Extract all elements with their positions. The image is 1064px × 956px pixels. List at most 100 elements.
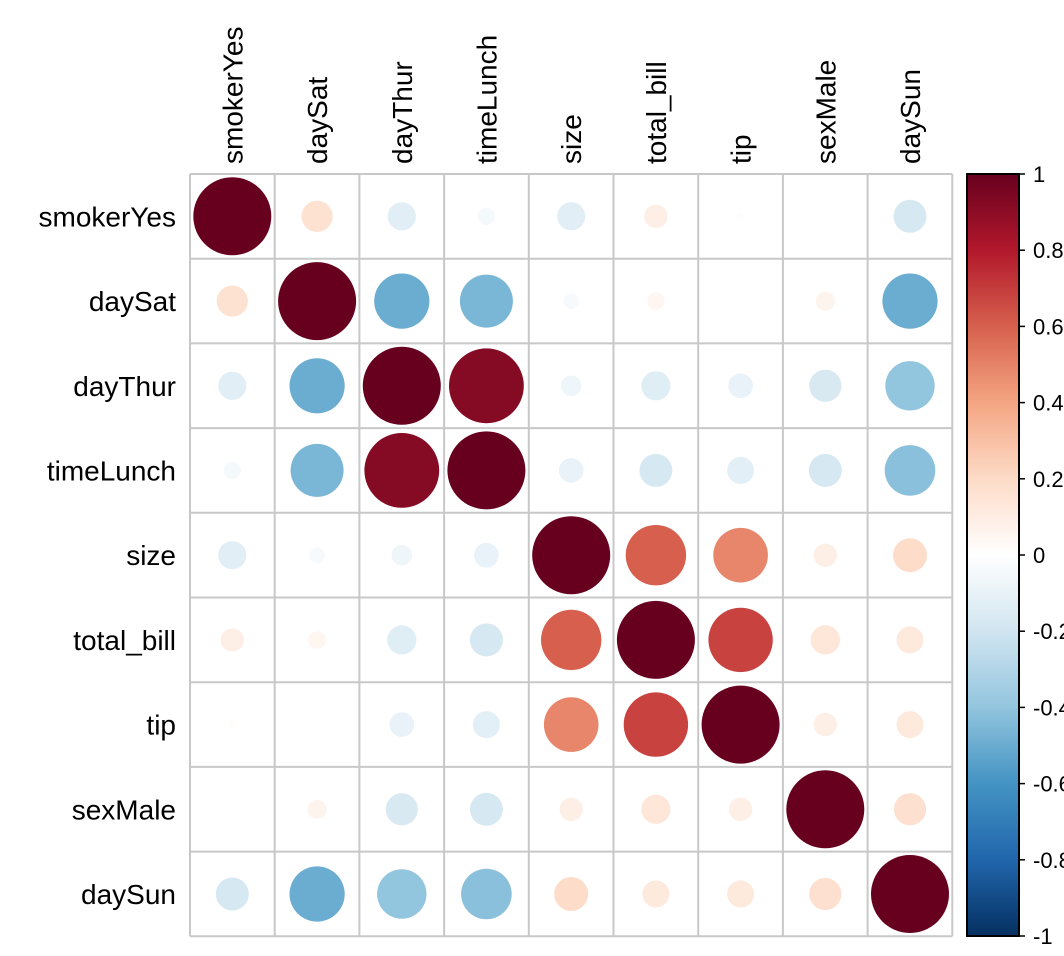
corr-circle-total_bill-tip [708,607,773,673]
corr-circle-size-daySun [893,538,927,573]
row-label: sexMale [72,794,176,825]
corr-circle-timeLunch-daySat [290,443,344,497]
corr-circle-daySun-sexMale [809,877,842,911]
corr-circle-smokerYes-smokerYes [193,177,272,256]
corr-circle-daySat-total_bill [647,292,665,310]
corr-circle-smokerYes-daySun [893,199,927,233]
corr-circle-daySun-tip [727,880,755,908]
column-label: daySun [895,69,926,164]
row-label: size [126,540,176,571]
corr-circle-total_bill-size [541,609,602,671]
corr-circle-tip-size [543,697,599,752]
corr-circle-daySun-total_bill [642,880,670,908]
column-label: smokerYes [217,27,248,164]
column-label: daySat [302,77,333,164]
corr-circle-size-daySat [309,547,325,563]
column-label: total_bill [641,61,672,164]
colorbar-tick-label: -1 [1033,924,1053,949]
corr-circle-total_bill-timeLunch [469,623,503,657]
row-labels: smokerYes daySat dayThur timeLunch size total… [39,201,177,910]
corr-circle-total_bill-daySat [308,631,326,649]
corr-circle-timeLunch-total_bill [639,453,673,487]
colorbar-tick-label: 0 [1033,543,1045,568]
corr-circle-dayThur-sexMale [809,369,842,402]
colorbar-tick-label: -0.8 [1033,848,1064,873]
corr-circle-sexMale-dayThur [385,793,418,826]
corr-circle-daySat-daySun [882,273,938,329]
corr-circle-timeLunch-sexMale [808,453,842,487]
corr-circle-timeLunch-tip [727,456,755,484]
column-label: size [556,114,587,164]
corr-circle-daySat-daySat [278,262,357,341]
row-label: daySun [81,879,176,910]
correlation-grid [189,173,954,938]
column-label: dayThur [387,61,418,164]
corr-circle-sexMale-size [559,797,583,821]
corr-circle-total_bill-sexMale [810,625,840,655]
colorbar-tick-label: 0.8 [1033,238,1064,263]
corr-circle-tip-smokerYes [228,720,237,729]
corr-circle-sexMale-total_bill [641,794,671,824]
corr-circle-daySun-timeLunch [461,868,512,920]
corr-circle-tip-dayThur [389,712,415,737]
row-label: tip [146,710,176,741]
corr-circle-daySat-size [563,293,579,309]
colorbar-gradient [966,173,1020,937]
corr-circle-tip-sexMale [813,712,837,737]
corr-circle-daySun-size [554,877,589,911]
colorbar-tick-label: -0.6 [1033,772,1064,797]
corr-circle-timeLunch-timeLunch [447,431,526,510]
corr-circle-smokerYes-total_bill [644,204,668,228]
corr-circle-dayThur-dayThur [362,346,441,425]
corr-circle-tip-tip [701,685,780,764]
corr-circle-dayThur-daySun [885,361,935,411]
column-label: timeLunch [471,35,502,164]
corr-circle-size-smokerYes [218,541,247,570]
corr-circle-timeLunch-daySun [884,445,936,496]
corr-circle-smokerYes-size [557,202,586,231]
corr-circle-size-total_bill [625,525,687,586]
corr-circle-smokerYes-dayThur [387,202,416,231]
corr-circle-total_bill-daySun [896,626,924,654]
corr-circle-smokerYes-tip [736,212,745,221]
corr-circle-timeLunch-dayThur [364,433,440,508]
corr-circle-tip-daySun [896,711,924,739]
corr-circle-total_bill-smokerYes [220,628,244,652]
row-label: total_bill [73,625,176,656]
corr-circle-daySun-dayThur [377,869,427,919]
corr-circle-total_bill-dayThur [387,625,417,655]
row-label: daySat [89,286,176,317]
column-label: sexMale [810,60,841,164]
corr-circle-tip-total_bill [623,692,689,757]
corr-circle-tip-timeLunch [472,711,500,739]
corr-circle-sexMale-sexMale [786,770,865,849]
corr-circle-sexMale-daySat [307,799,327,819]
corr-circle-size-tip [713,527,768,583]
colorbar-tick-label: -0.4 [1033,695,1064,720]
corr-circle-size-dayThur [391,544,413,566]
colorbar-tick-label: -0.2 [1033,619,1064,644]
corr-circle-dayThur-smokerYes [218,371,247,400]
row-label: smokerYes [39,201,176,232]
corr-circle-dayThur-timeLunch [449,348,524,424]
colorbar-tick-label: 0.6 [1033,314,1064,339]
corr-circle-dayThur-daySat [289,358,345,414]
corr-circle-size-sexMale [813,543,837,567]
corr-circle-sexMale-daySun [893,793,927,826]
corr-circle-smokerYes-daySat [301,200,333,232]
corr-circle-dayThur-tip [728,373,753,399]
corr-circle-daySun-daySat [289,866,345,922]
corr-circle-size-timeLunch [474,542,499,568]
corr-circle-timeLunch-smokerYes [223,461,241,480]
corr-circle-sexMale-tip [728,797,753,821]
corr-circle-dayThur-total_bill [641,371,671,401]
colorbar-legend: 1 0.8 0.6 0.4 0.2 0 -0.2 -0.4 -0.6 -0.8 -1 [966,162,1064,949]
corr-circle-daySat-timeLunch [459,274,513,328]
colorbar-tick-label: 0.4 [1033,391,1064,416]
corr-circle-daySun-daySun [871,855,949,933]
corr-circle-sexMale-timeLunch [469,792,503,826]
corr-circle-daySat-dayThur [374,273,430,329]
corr-circle-size-size [532,516,611,595]
colorbar-tick-label: 1 [1033,162,1045,187]
